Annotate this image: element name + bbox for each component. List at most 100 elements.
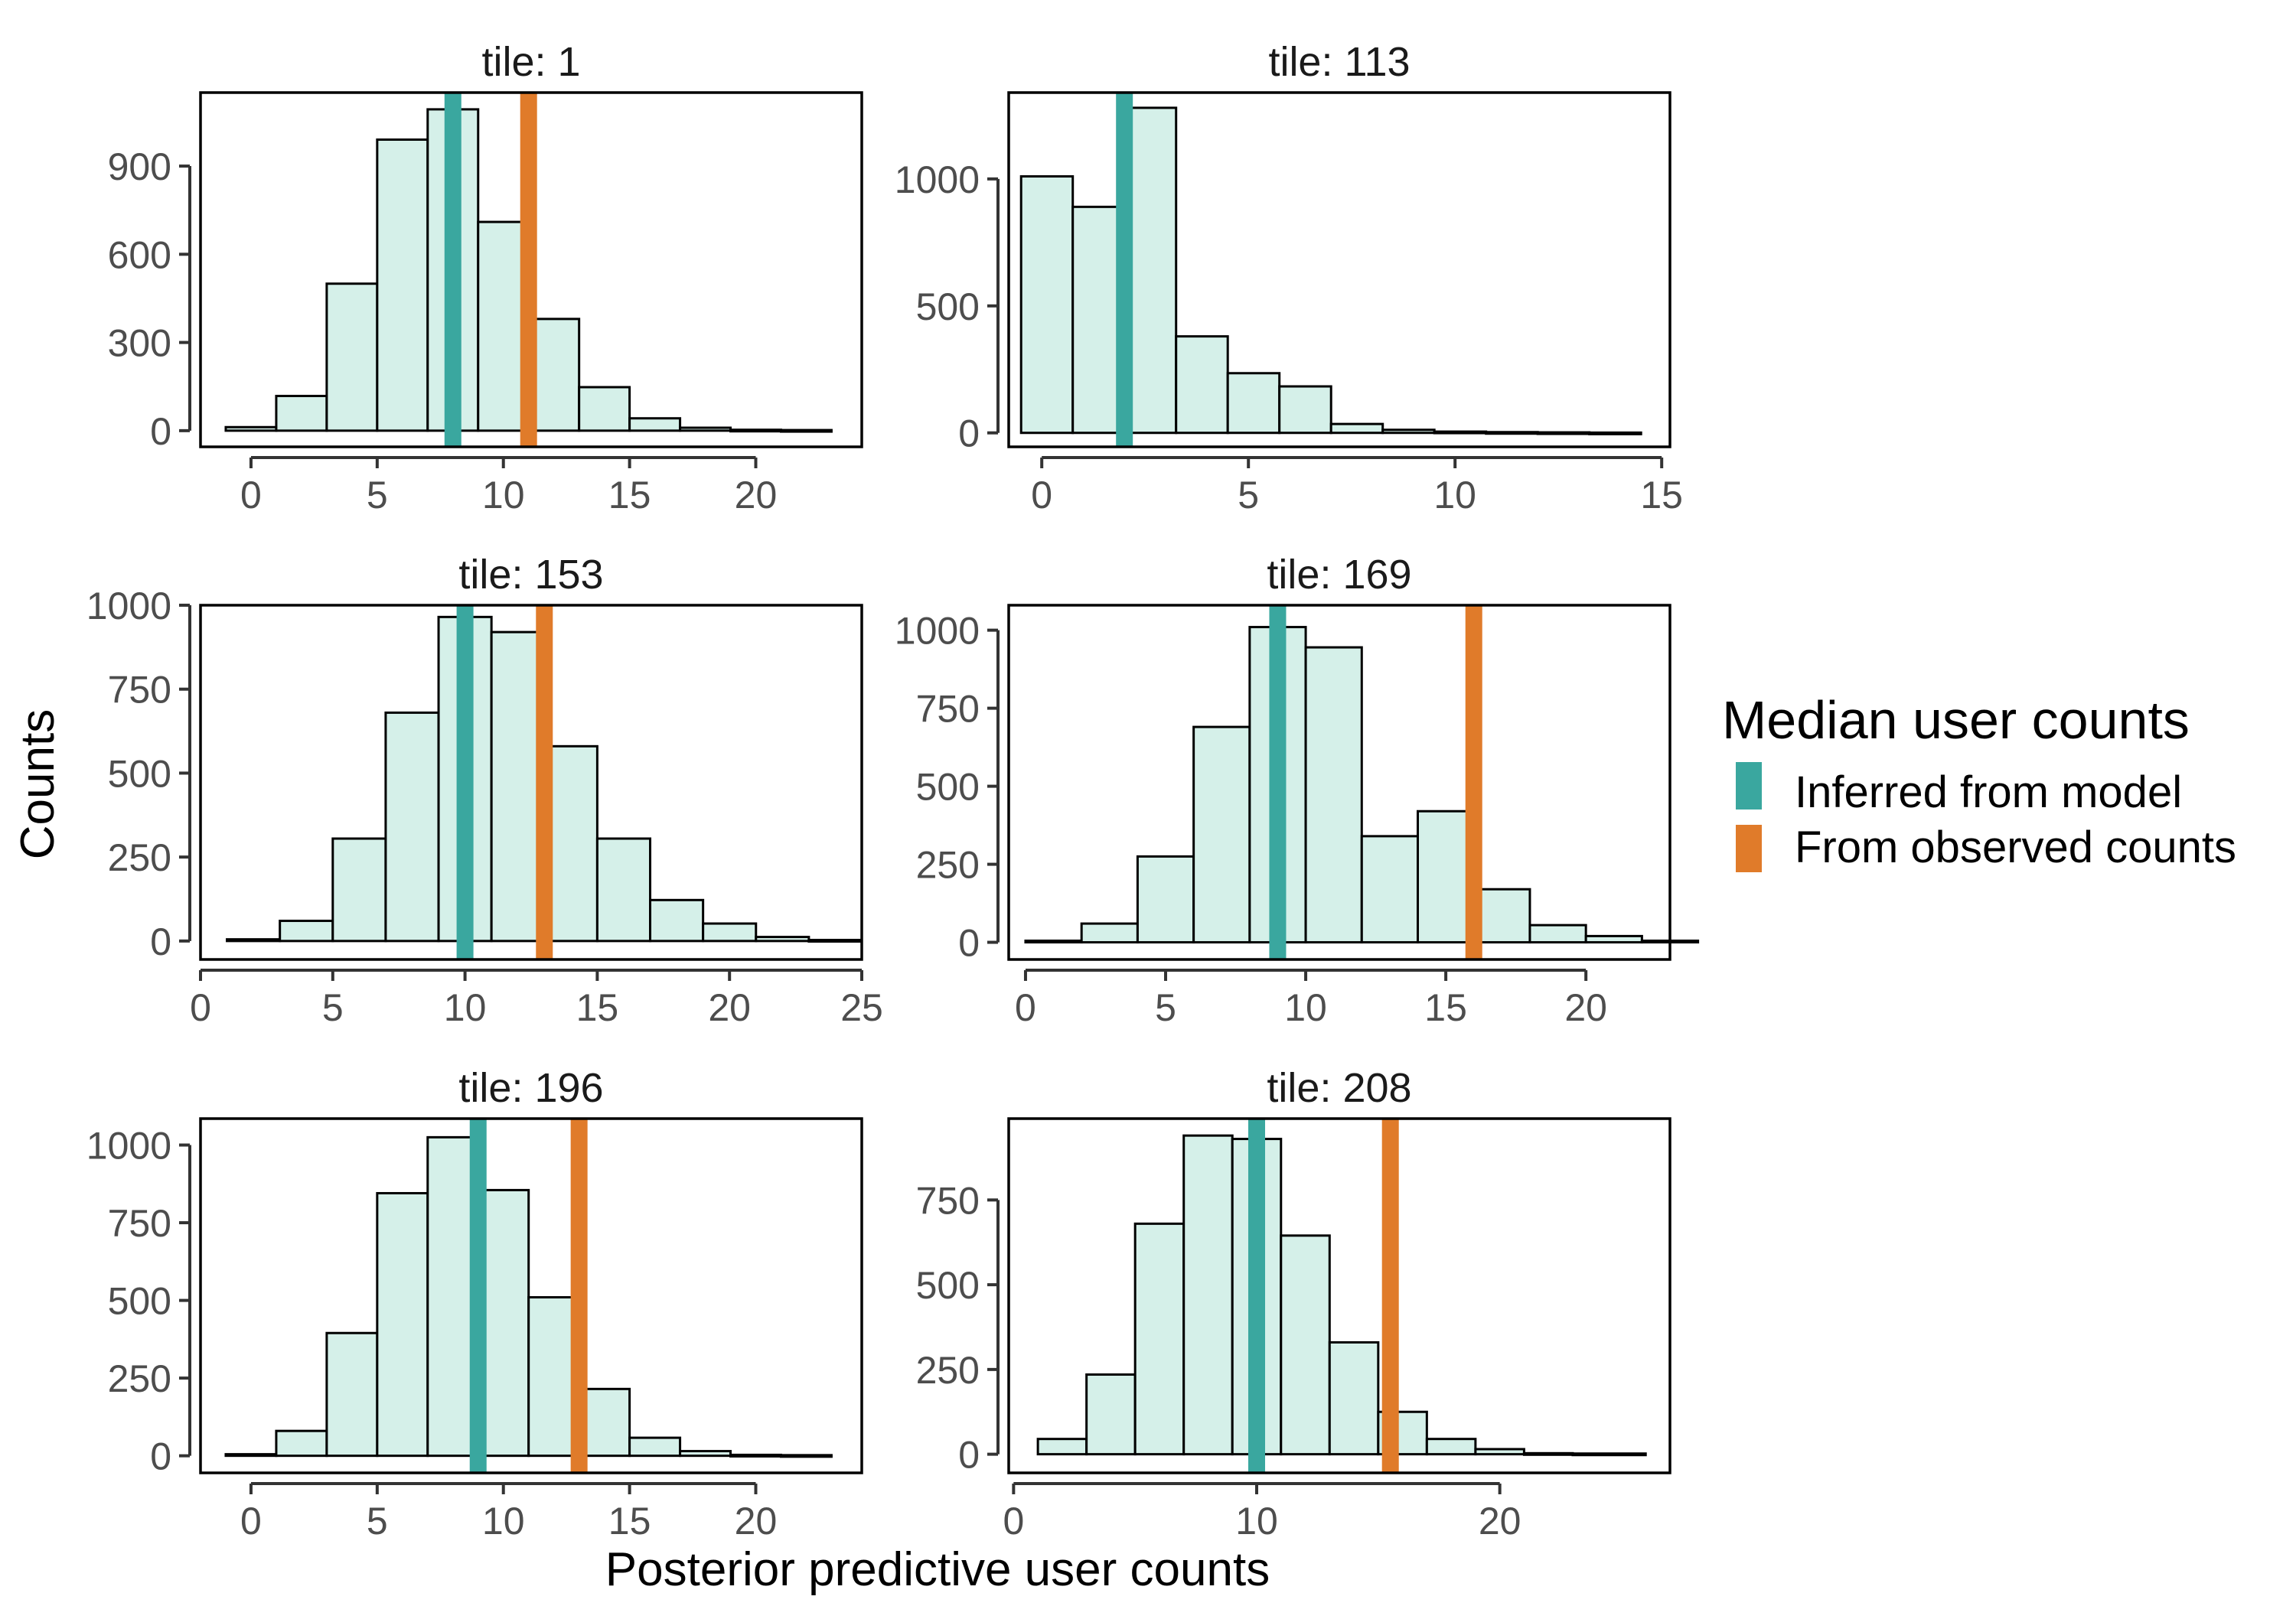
legend-swatch-observed [1736, 825, 1762, 872]
histogram-bar [325, 282, 379, 432]
panel-border [199, 91, 863, 448]
y-tick-label: 750 [916, 1179, 980, 1222]
panel-title: tile: 113 [1268, 39, 1410, 85]
x-axis-title: Posterior predictive user counts [605, 1543, 1270, 1596]
median-line-inferred [1248, 1119, 1265, 1473]
panel-border [1007, 1117, 1671, 1474]
histogram-bar [729, 1453, 782, 1458]
histogram-bar [1123, 106, 1178, 435]
x-tick-label: 5 [1238, 474, 1259, 516]
histogram-bar [1485, 431, 1539, 435]
x-tick-label: 0 [240, 1500, 262, 1542]
x-tick-label: 25 [840, 986, 883, 1029]
panel-4: tile: 169 0 250 500 750 1000 0 5 10 15 20 [895, 552, 1700, 1029]
x-tick-label: 20 [708, 986, 751, 1029]
x-tick-label: 10 [444, 986, 487, 1029]
histogram-bar [1381, 428, 1436, 435]
histogram-bar [1085, 1373, 1137, 1456]
y-tick-label: 750 [916, 688, 980, 731]
y-tick-label: 1000 [86, 1125, 171, 1168]
histogram-bar [1036, 1438, 1088, 1456]
histogram-bar [325, 1331, 379, 1458]
histogram-bar [376, 138, 429, 432]
histogram-bar [1474, 1448, 1525, 1456]
histogram-bar [755, 936, 810, 943]
histogram-bar [226, 938, 282, 943]
histogram-bar [1192, 725, 1251, 944]
histogram-bar [628, 1436, 682, 1458]
histogram-bar [1080, 922, 1139, 944]
legend: Median user counts Inferred from model F… [1722, 690, 2236, 872]
histogram-bar [628, 417, 682, 432]
x-tick-label: 5 [322, 986, 344, 1029]
histogram-bar [1588, 431, 1642, 435]
panel-5: tile: 196 0 250 500 750 1000 0 5 10 15 20 [86, 1065, 863, 1542]
x-tick-label: 10 [1284, 986, 1327, 1029]
x-tick-label: 15 [1424, 986, 1467, 1029]
x-tick-label: 15 [1640, 474, 1683, 516]
histogram-bar [1528, 924, 1587, 944]
x-tick-label: 15 [576, 986, 619, 1029]
y-tick-label: 600 [108, 233, 171, 276]
histogram-bar [1329, 422, 1384, 435]
panel-title: tile: 153 [458, 552, 603, 598]
x-tick-label: 5 [367, 474, 388, 516]
histogram-bar [1417, 810, 1476, 944]
histogram-bar [384, 711, 440, 943]
histogram-bar [679, 426, 732, 432]
histogram-bar [1425, 1438, 1477, 1456]
legend-title: Median user counts [1722, 690, 2190, 750]
y-tick-label: 0 [958, 1434, 980, 1477]
panel-1: tile: 1 0 300 600 900 0 5 10 15 20 [108, 39, 863, 516]
x-tick-label: 0 [1003, 1500, 1024, 1542]
y-tick-label: 0 [150, 410, 171, 453]
y-tick-label: 1000 [86, 585, 171, 627]
median-line-observed [1465, 605, 1482, 959]
histogram-bar [1280, 1234, 1331, 1456]
x-tick-label: 10 [482, 1500, 525, 1542]
histogram-bar [1360, 835, 1420, 944]
histogram-bar [1536, 431, 1591, 435]
histogram-bar [224, 425, 278, 432]
y-tick-label: 0 [958, 922, 980, 965]
y-tick-label: 250 [108, 836, 171, 879]
histogram-bar [1584, 934, 1643, 944]
panel-title: tile: 169 [1267, 552, 1411, 598]
x-tick-label: 20 [735, 474, 778, 516]
x-tick-label: 0 [190, 986, 211, 1029]
panel-3: tile: 153 0 250 500 750 1000 0 5 10 15 20 25 [86, 552, 883, 1029]
legend-label-observed: From observed counts [1795, 823, 2236, 872]
panel-border [199, 604, 863, 961]
histogram-bar [779, 1454, 833, 1458]
y-tick-label: 500 [916, 1264, 980, 1307]
x-tick-label: 15 [608, 1500, 651, 1542]
histogram-bar [578, 386, 631, 432]
histogram-bar [649, 898, 705, 943]
x-tick-label: 5 [1155, 986, 1176, 1029]
histogram-bar [275, 395, 328, 432]
histogram-bar [1304, 646, 1363, 944]
histogram-bar [1226, 372, 1281, 435]
panel-2: tile: 113 0 500 1000 0 5 10 15 [895, 39, 1683, 516]
histogram-bar [729, 428, 782, 433]
x-tick-label: 0 [1015, 986, 1036, 1029]
y-tick-label: 0 [150, 1435, 171, 1478]
histogram-bar [807, 939, 863, 943]
median-line-observed [520, 93, 537, 447]
y-tick-label: 0 [150, 920, 171, 963]
histogram-bar [702, 922, 758, 943]
median-line-observed [536, 605, 553, 959]
x-tick-label: 10 [1433, 474, 1476, 516]
y-tick-label: 750 [108, 1202, 171, 1245]
x-tick-label: 20 [1564, 986, 1607, 1029]
legend-swatch-inferred [1736, 762, 1762, 810]
histogram-bar [779, 428, 833, 433]
x-tick-label: 20 [735, 1500, 778, 1542]
panel-border [199, 1117, 863, 1474]
y-tick-label: 500 [916, 285, 980, 328]
y-tick-label: 0 [958, 412, 980, 455]
histogram-bar [1433, 430, 1488, 435]
panel-title: tile: 1 [481, 39, 580, 85]
histogram-bar [1182, 1134, 1234, 1456]
histogram-bar [1019, 175, 1075, 435]
